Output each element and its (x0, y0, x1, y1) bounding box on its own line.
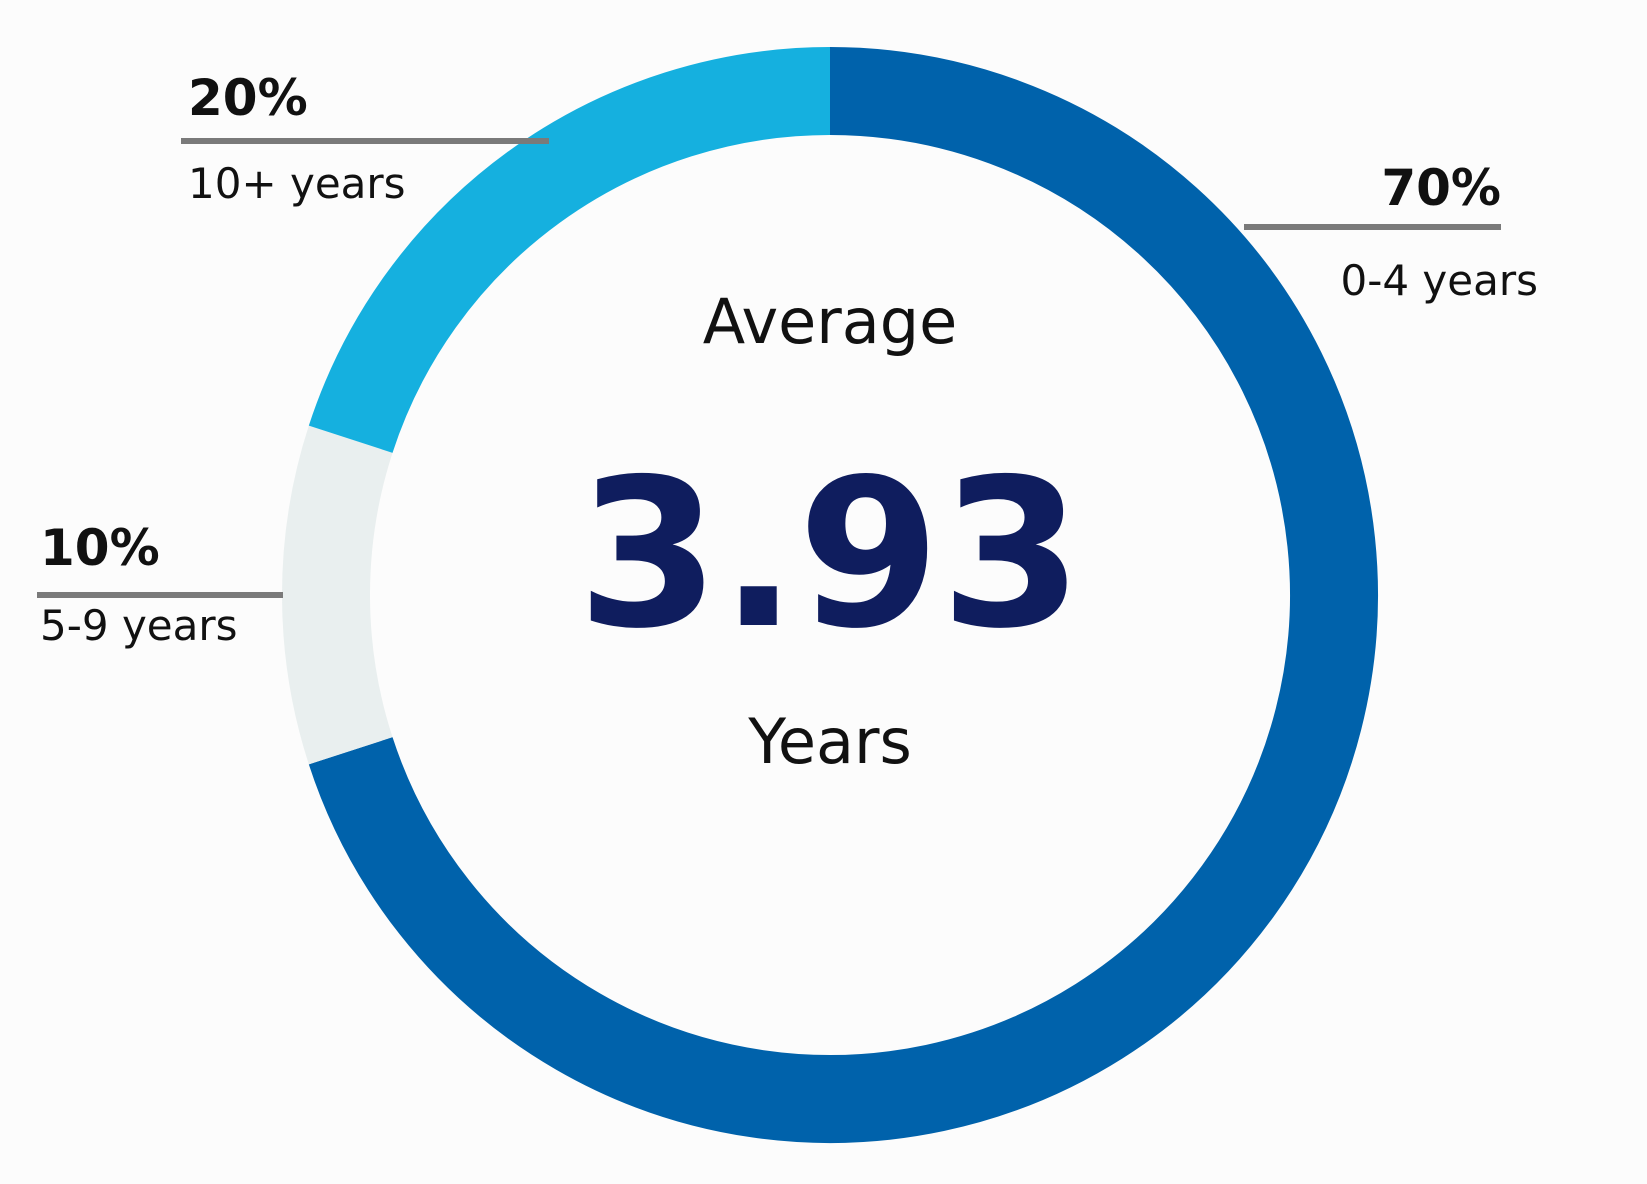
category-label-0-4-years: 0-4 years (1340, 256, 1538, 305)
center-bottom-label: Years (747, 705, 912, 778)
center-value: 3.93 (577, 436, 1083, 674)
slice-0-4-years (308, 47, 1378, 1143)
leader-lines (37, 138, 1501, 598)
value-label-10plus-years: 20% (188, 69, 308, 127)
slice-10plus-years (308, 47, 831, 454)
donut-slices (282, 47, 1378, 1143)
category-label-5-9-years: 5-9 years (40, 601, 238, 650)
slice-labels: 70% 0-4 years 10% 5-9 years 20% 10+ years (40, 69, 1538, 650)
slice-5-9-years (282, 425, 393, 765)
value-label-0-4-years: 70% (1381, 159, 1501, 217)
category-label-10plus-years: 10+ years (188, 159, 406, 208)
value-label-5-9-years: 10% (40, 519, 160, 577)
center-top-label: Average (703, 285, 958, 358)
